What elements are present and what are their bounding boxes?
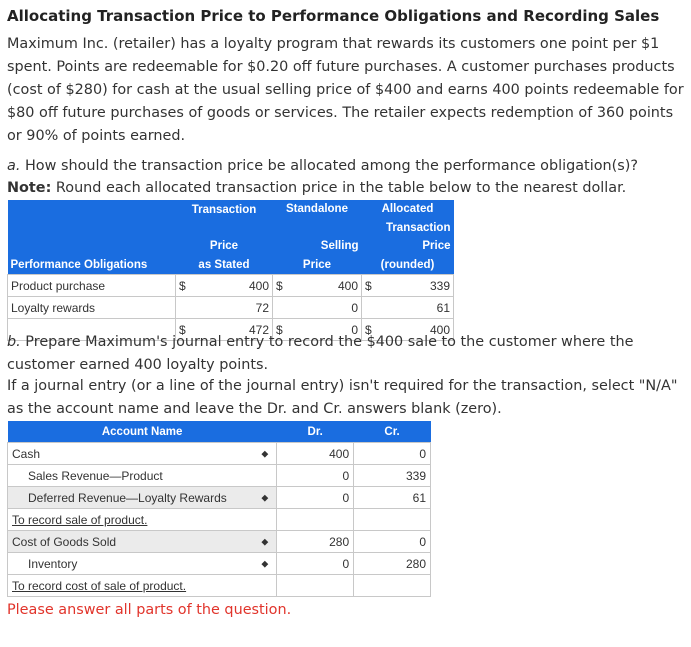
part-b-instruction: If a journal entry (or a line of the jou… <box>7 378 678 417</box>
account-select[interactable]: Sales Revenue—Product <box>6 464 278 487</box>
currency-sign <box>272 296 293 319</box>
col-tp-header-2: Price <box>209 240 239 252</box>
part-b-question: b. Prepare Maximum's journal entry to re… <box>7 331 687 377</box>
dr-header: Dr. <box>307 425 323 438</box>
select-arrow-icon: ◆ <box>261 448 269 458</box>
problem-title: Allocating Transaction Price to Performa… <box>7 7 660 25</box>
tp-value[interactable]: 72 <box>196 296 273 319</box>
cr-input[interactable]: 61 <box>353 486 431 509</box>
account-select-value: Cost of Goods Sold <box>12 534 117 549</box>
currency-sign: $ <box>175 318 196 341</box>
dr-input[interactable]: 400 <box>276 442 355 465</box>
select-arrow-icon: ◆ <box>261 492 269 502</box>
journal-row: Cash ◆ 400 0 <box>6 442 431 465</box>
part-a-note: Note: Round each allocated transaction p… <box>7 177 687 200</box>
journal-entry-table: Account Name Dr. Cr. Cash ◆ 400 0 Sales R… <box>6 421 431 597</box>
col-ss-header-1: Standalone <box>286 203 348 215</box>
part-a-question-text: How should the transaction price be allo… <box>24 158 638 174</box>
dr-input[interactable]: 0 <box>276 552 355 575</box>
account-select-value: Cash <box>12 446 41 461</box>
cr-input[interactable]: 339 <box>353 464 431 487</box>
dr-input[interactable]: 0 <box>276 464 355 487</box>
journal-row: Deferred Revenue—Loyalty Rewards ◆ 0 61 <box>6 486 431 509</box>
journal-memo-row: To record sale of product. <box>6 508 431 531</box>
table-row: Loyalty rewards 72 0 61 <box>7 296 454 319</box>
tp-value[interactable]: 400 <box>196 274 273 297</box>
currency-sign: $ <box>175 274 196 297</box>
answer-all-warning: Please answer all parts of the question. <box>7 602 292 618</box>
ss-total: 0 <box>293 318 362 341</box>
cr-input[interactable]: 280 <box>353 552 431 575</box>
problem-intro: Maximum Inc. (retailer) has a loyalty pr… <box>7 36 684 144</box>
currency-sign <box>361 296 382 319</box>
cr-header: Cr. <box>384 425 400 438</box>
currency-sign: $ <box>361 318 382 341</box>
tp-total: 472 <box>196 318 273 341</box>
account-select-value: Sales Revenue—Product <box>28 468 163 483</box>
currency-sign: $ <box>361 274 382 297</box>
memo-text: To record sale of product. <box>12 512 148 527</box>
table-row: Product purchase $ 400 $ 400 $ 339 <box>7 274 454 297</box>
dr-input[interactable]: 0 <box>276 486 355 509</box>
cr-input[interactable]: 0 <box>353 442 431 465</box>
col-alloc-header-3: (rounded) <box>380 258 435 271</box>
account-select[interactable]: Cost of Goods Sold ◆ <box>6 530 278 553</box>
memo-text: To record cost of sale of product. <box>12 578 187 593</box>
alloc-total: 400 <box>382 318 454 341</box>
memo-empty <box>353 574 431 597</box>
alloc-value[interactable]: 339 <box>382 274 454 297</box>
note-label: Note: <box>7 180 52 196</box>
journal-row: Cost of Goods Sold ◆ 280 0 <box>6 530 431 553</box>
allocation-table: Performance Obligations Transaction Stan… <box>7 200 454 341</box>
currency-sign: $ <box>272 274 293 297</box>
account-name-header: Account Name <box>101 425 183 438</box>
select-arrow-icon: ◆ <box>261 558 269 568</box>
memo-cell: To record cost of sale of product. <box>6 574 278 597</box>
dr-input[interactable]: 280 <box>276 530 355 553</box>
part-b-question-text: Prepare Maximum's journal entry to recor… <box>7 334 634 373</box>
memo-empty <box>353 508 431 531</box>
journal-memo-row: To record cost of sale of product. <box>6 574 431 597</box>
total-label-cell <box>7 318 176 341</box>
row-label: Product purchase <box>7 274 176 297</box>
journal-row: Inventory ◆ 0 280 <box>6 552 431 575</box>
journal-row: Sales Revenue—Product 0 339 <box>6 464 431 487</box>
col-ss-header-3: Price <box>302 258 332 271</box>
ss-value[interactable]: 400 <box>293 274 362 297</box>
account-select-value: Inventory <box>28 556 78 571</box>
part-a-question: a. How should the transaction price be a… <box>7 155 687 178</box>
part-b-letter: b. <box>7 334 21 350</box>
account-select-value: Deferred Revenue—Loyalty Rewards <box>28 490 227 505</box>
row-label: Loyalty rewards <box>7 296 176 319</box>
col-tp-header-3: as Stated <box>198 258 250 271</box>
memo-cell: To record sale of product. <box>6 508 278 531</box>
col-alloc-header-2: Transaction Price <box>385 221 451 253</box>
account-select[interactable]: Inventory ◆ <box>6 552 278 575</box>
col-ss-header-2: Selling <box>320 240 359 252</box>
note-text: Round each allocated transaction price i… <box>55 180 627 196</box>
select-arrow-icon: ◆ <box>261 536 269 546</box>
memo-empty <box>276 574 355 597</box>
memo-empty <box>276 508 355 531</box>
col-alloc-header-1: Allocated <box>381 203 434 215</box>
account-select[interactable]: Cash ◆ <box>6 442 278 465</box>
currency-sign <box>175 296 196 319</box>
part-a-letter: a. <box>7 158 21 174</box>
total-row: $ 472 $ 0 $ 400 <box>7 318 454 341</box>
currency-sign: $ <box>272 318 293 341</box>
col-tp-header-1: Transaction <box>191 203 257 216</box>
ss-value[interactable]: 0 <box>293 296 362 319</box>
alloc-value[interactable]: 61 <box>382 296 454 319</box>
account-select[interactable]: Deferred Revenue—Loyalty Rewards ◆ <box>6 486 278 509</box>
col-obligations-header: Performance Obligations <box>10 258 148 271</box>
cr-input[interactable]: 0 <box>353 530 431 553</box>
